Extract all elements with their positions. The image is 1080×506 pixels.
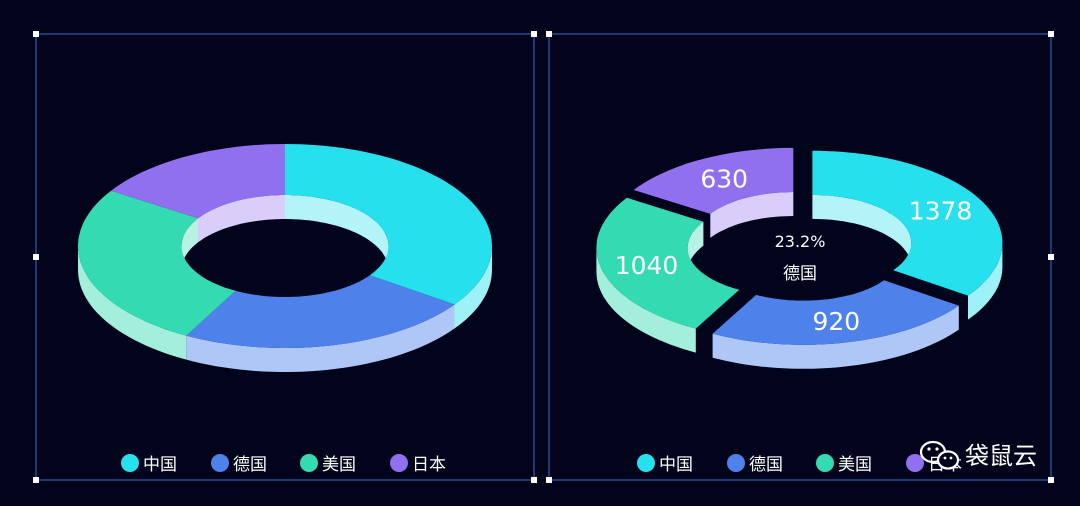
legend-swatch (121, 454, 139, 472)
legend-label: 德国 (233, 455, 267, 475)
resize-handle[interactable] (1048, 477, 1054, 483)
segment-side-美国 (78, 246, 187, 360)
legend-label: 中国 (659, 455, 693, 475)
resize-handle[interactable] (546, 477, 552, 483)
legend-swatch (816, 454, 834, 472)
resize-handle[interactable] (1048, 31, 1054, 37)
resize-handle[interactable] (1048, 254, 1054, 260)
segment-side-中国 (968, 242, 1003, 320)
segment-side-德国 (712, 305, 959, 369)
segment-side-德国 (186, 304, 455, 372)
donut-top-faces (596, 147, 1003, 345)
resize-handle[interactable] (33, 254, 39, 260)
segment-德国 (712, 280, 959, 345)
legend-swatch (727, 454, 745, 472)
legend-label: 德国 (749, 455, 783, 475)
resize-handle[interactable] (531, 31, 537, 37)
wechat-icon (919, 440, 960, 470)
legend-label: 美国 (838, 455, 872, 475)
donut-side-walls (596, 242, 1003, 369)
segment-日本 (111, 144, 285, 219)
donut-side-walls (78, 246, 492, 372)
segment-中国 (285, 144, 492, 305)
legend-swatch (211, 454, 229, 472)
segment-inner-日本 (710, 192, 794, 238)
wechat-watermark: 袋鼠云 (919, 440, 1037, 470)
resize-handle[interactable] (33, 477, 39, 483)
segment-日本 (633, 147, 794, 214)
legend-left: 中国 德国 美国 日本 (121, 454, 446, 475)
resize-handle[interactable] (33, 31, 39, 37)
data-label-日本: 630 (700, 165, 748, 194)
donut-chart-left (78, 144, 492, 372)
segment-美国 (596, 197, 740, 329)
watermark-brand: 袋鼠云 (965, 442, 1037, 470)
donut-data-labels: 1378 920 1040 630 (615, 165, 973, 336)
left-panel-handles[interactable] (33, 31, 537, 483)
segment-inner-美国 (181, 218, 198, 270)
donut-chart-right: 1378 920 1040 630 (596, 147, 1003, 369)
legend-label: 日本 (412, 455, 446, 475)
center-percent-label: 23.2% (775, 232, 826, 251)
legend-swatch (906, 454, 924, 472)
donut-inner-walls (181, 195, 389, 270)
right-panel-handles[interactable] (546, 31, 1054, 483)
segment-中国 (812, 150, 1003, 296)
segment-inner-中国 (285, 195, 389, 270)
data-label-美国: 1040 (615, 251, 679, 280)
segment-美国 (78, 190, 236, 336)
resize-handle[interactable] (546, 31, 552, 37)
center-category-label: 德国 (783, 264, 817, 284)
legend-label: 美国 (322, 455, 356, 475)
resize-handle[interactable] (531, 477, 537, 483)
donut-top-faces (78, 144, 492, 348)
segment-inner-美国 (687, 221, 704, 272)
legend-swatch (637, 454, 655, 472)
data-label-德国: 920 (812, 307, 860, 336)
segment-side-美国 (596, 247, 696, 353)
data-label-中国: 1378 (909, 197, 973, 226)
legend-swatch (300, 454, 318, 472)
legend-label: 中国 (143, 455, 177, 475)
legend-swatch (390, 454, 408, 472)
segment-inner-日本 (198, 195, 285, 243)
segment-inner-中国 (812, 194, 912, 267)
donut-inner-walls (687, 192, 912, 272)
segment-side-中国 (454, 246, 492, 329)
legend-right: 中国 德国 美国 日本 (637, 454, 962, 475)
segment-德国 (186, 275, 455, 348)
